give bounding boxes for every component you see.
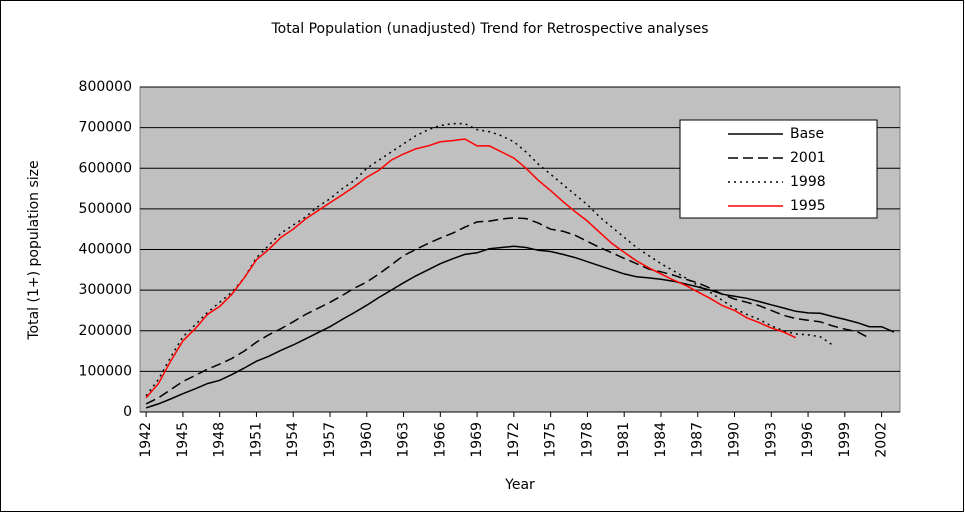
y-tick-label: 0 (123, 404, 132, 420)
series-line (145, 245, 895, 409)
x-tick-label: 1942 (138, 422, 154, 458)
x-tick-label: 1984 (653, 422, 669, 458)
x-tick-label: 1966 (432, 422, 448, 458)
x-tick-label: 1945 (175, 422, 191, 458)
x-tick-label: 1948 (212, 422, 228, 458)
y-tick-label: 300000 (79, 282, 132, 298)
legend-label: 1995 (790, 198, 826, 214)
y-tick-label: 700000 (79, 120, 132, 136)
legend-box (679, 119, 878, 219)
x-tick-label: 1975 (543, 422, 559, 458)
x-tick-label: 1960 (359, 422, 375, 458)
legend-label: 2001 (790, 150, 826, 166)
x-tick-label: 1981 (616, 422, 632, 458)
y-tick-label: 600000 (79, 160, 132, 176)
x-tick-label: 1951 (248, 422, 264, 458)
x-tick-label: 1999 (837, 422, 853, 458)
x-tick-label: 1987 (690, 422, 706, 458)
y-tick-label: 400000 (79, 242, 132, 258)
y-tick-label: 200000 (79, 323, 132, 339)
x-axis-label: Year (504, 477, 535, 493)
x-tick-label: 1990 (727, 422, 743, 458)
legend-label: 1998 (790, 174, 826, 190)
series-line (145, 217, 870, 405)
x-tick-label: 1972 (506, 422, 522, 458)
x-tick-label: 1978 (579, 422, 595, 458)
series-line (145, 122, 834, 397)
y-tick-label: 100000 (79, 363, 132, 379)
x-tick-label: 1996 (800, 422, 816, 458)
chart-title: Total Population (unadjusted) Trend for … (270, 21, 708, 37)
x-tick-label: 1993 (763, 422, 779, 458)
x-tick-label: 2002 (874, 422, 890, 458)
x-tick-label: 1957 (322, 422, 338, 458)
legend-label: Base (790, 126, 824, 142)
y-tick-label: 800000 (79, 79, 132, 95)
series-line (145, 138, 797, 399)
x-tick-label: 1963 (396, 422, 412, 458)
y-tick-label: 500000 (79, 201, 132, 217)
x-tick-label: 1954 (285, 422, 301, 458)
x-tick-label: 1969 (469, 422, 485, 458)
y-axis-label: Total (1+) population size (26, 160, 42, 340)
